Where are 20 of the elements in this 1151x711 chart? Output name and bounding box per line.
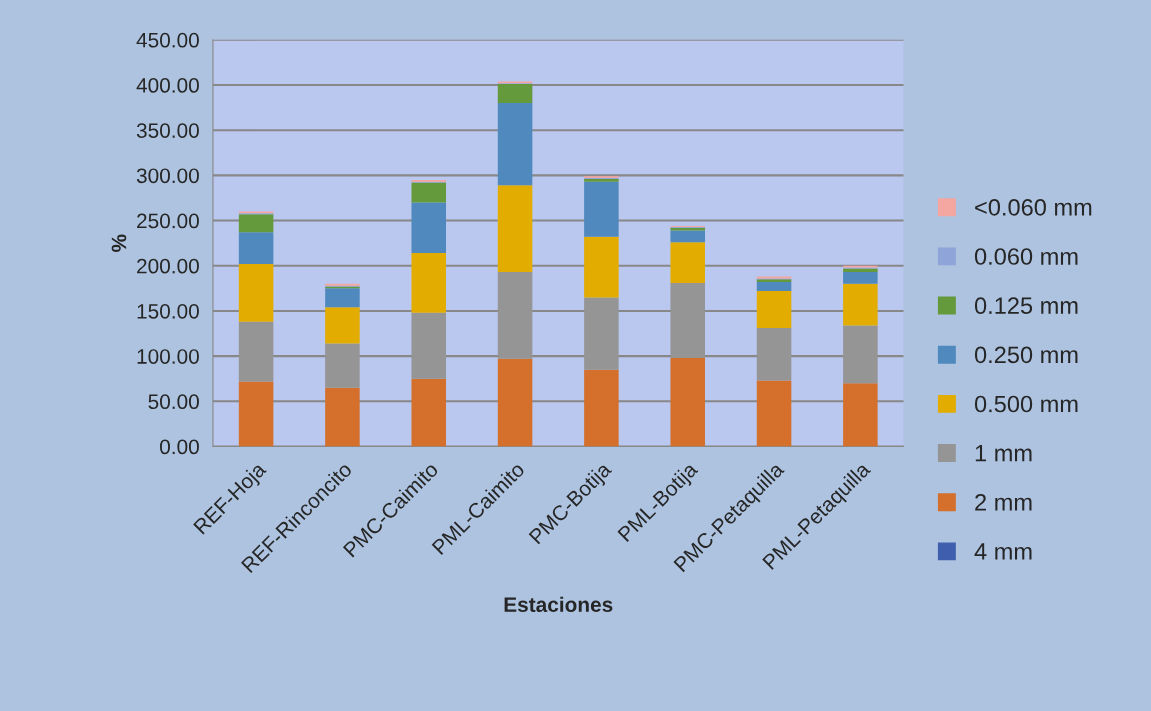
y-tick-label: 400.00 — [136, 78, 199, 93]
legend-label: 0.500 mm — [974, 395, 1078, 413]
legend-label: 1 mm — [975, 445, 1032, 462]
legend-label: 0.060 mm — [974, 248, 1078, 265]
y-tick-label: 0.00 — [160, 439, 199, 455]
y-tick-label: 50.00 — [148, 394, 199, 410]
legend-label: 0.250 mm — [974, 346, 1078, 364]
y-tick-label: 300.00 — [136, 168, 199, 184]
legend-label: 4 mm — [974, 543, 1032, 560]
y-tick-label: 450.00 — [136, 32, 199, 48]
y-tick-label: 150.00 — [137, 303, 199, 319]
legend-label: 2 mm — [975, 493, 1032, 511]
y-axis-title: % — [111, 234, 127, 252]
y-tick-label: 350.00 — [136, 123, 199, 138]
x-axis-title: Estaciones — [504, 596, 613, 613]
legend-label: <0.060 mm — [975, 198, 1092, 216]
legend-label: 0.125 mm — [974, 297, 1078, 315]
y-tick-label: 200.00 — [137, 258, 199, 274]
y-tick-label: 100.00 — [137, 349, 199, 364]
y-tick-label: 250.00 — [137, 213, 199, 229]
